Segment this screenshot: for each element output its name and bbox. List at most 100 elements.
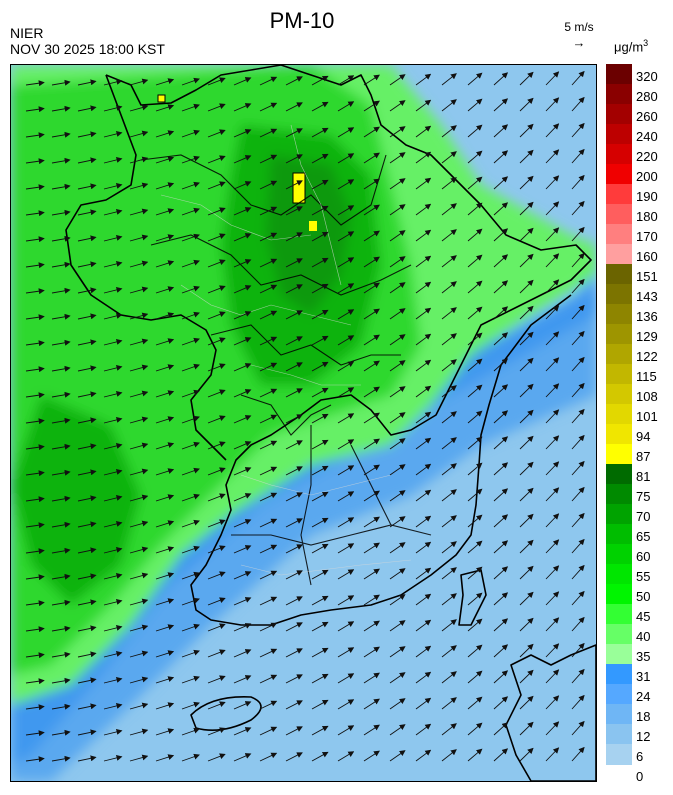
wind-arrow-icon xyxy=(25,184,45,191)
wind-arrow-icon xyxy=(77,313,97,320)
wind-arrow-icon xyxy=(259,518,278,528)
wind-arrow-icon xyxy=(51,157,71,164)
wind-arrow-icon xyxy=(467,384,483,398)
wind-arrow-icon xyxy=(519,331,534,346)
wind-arrow-icon xyxy=(545,747,560,762)
wind-arrow-icon xyxy=(103,754,123,762)
wind-arrow-icon xyxy=(77,183,97,190)
wind-arrow-icon xyxy=(285,726,303,736)
wind-arrow-icon xyxy=(77,261,97,268)
wind-arrow-icon xyxy=(155,598,175,606)
wind-arrow-icon xyxy=(363,204,380,216)
wind-arrow-icon xyxy=(77,677,97,684)
wind-arrow-icon xyxy=(519,201,534,216)
legend-label: 40 xyxy=(636,629,651,644)
wind-arrow-icon xyxy=(285,102,303,112)
wind-arrow-icon xyxy=(389,308,406,320)
wind-arrow-icon xyxy=(311,205,329,216)
wind-arrow-icon xyxy=(493,462,509,476)
wind-arrow-icon xyxy=(337,543,355,554)
wind-arrow-icon xyxy=(363,386,380,398)
legend-label: 24 xyxy=(636,689,651,704)
wind-arrow-icon xyxy=(77,651,97,658)
wind-arrow-icon xyxy=(129,650,149,658)
wind-arrow-icon xyxy=(441,151,457,164)
wind-arrow-icon xyxy=(155,182,175,190)
wind-arrow-icon xyxy=(519,721,534,736)
wind-arrow-icon xyxy=(337,153,355,164)
wind-arrow-icon xyxy=(545,617,560,632)
wind-arrow-icon xyxy=(207,233,226,242)
legend-swatch xyxy=(606,264,632,285)
wind-arrow-icon xyxy=(415,99,432,112)
wind-arrow-icon xyxy=(545,227,560,242)
timestamp: NOV 30 2025 18:00 KST xyxy=(10,41,165,57)
wind-arrow-icon xyxy=(441,99,457,112)
wind-arrow-icon xyxy=(285,622,303,632)
wind-arrow-icon xyxy=(129,260,149,268)
wind-arrow-icon xyxy=(259,128,278,138)
wind-arrow-icon xyxy=(181,597,200,606)
wind-arrow-icon xyxy=(337,725,355,736)
wind-arrow-icon xyxy=(77,495,97,502)
wind-arrow-icon xyxy=(207,545,226,554)
wind-arrow-icon xyxy=(571,590,585,606)
wind-arrow-icon xyxy=(77,235,97,242)
wind-arrow-icon xyxy=(545,435,560,450)
wind-arrow-icon xyxy=(519,253,534,268)
wind-arrow-icon xyxy=(181,337,200,346)
wind-arrow-icon xyxy=(311,231,329,242)
wind-arrow-icon xyxy=(311,439,329,450)
wind-arrow-icon xyxy=(519,643,534,658)
wind-arrow-icon xyxy=(441,593,457,606)
wind-arrow-icon xyxy=(545,71,560,86)
wind-arrow-icon xyxy=(311,335,329,346)
wind-arrow-icon xyxy=(25,444,45,451)
wind-arrow-icon xyxy=(51,365,71,372)
wind-arrow-icon xyxy=(467,228,483,242)
legend-label: 143 xyxy=(636,289,658,304)
wind-arrow-icon xyxy=(207,259,226,268)
wind-arrow-icon xyxy=(415,125,432,138)
wind-arrow-icon xyxy=(571,512,585,528)
sea-near-band xyxy=(11,285,596,765)
wind-arrow-icon xyxy=(441,671,457,684)
legend-swatch xyxy=(606,724,632,745)
wind-arrow-icon xyxy=(103,208,123,216)
wind-arrow-icon xyxy=(337,179,355,190)
wind-arrow-icon xyxy=(77,417,97,424)
wind-arrow-icon xyxy=(77,287,97,294)
wind-arrow-icon xyxy=(493,540,509,554)
wind-arrow-icon xyxy=(389,282,406,294)
wind-arrow-icon xyxy=(51,521,71,528)
wind-arrow-icon xyxy=(571,252,585,268)
wind-arrow-icon xyxy=(571,96,585,112)
pm10-map[interactable] xyxy=(10,64,597,782)
wind-scale-label: 5 m/s xyxy=(564,20,594,34)
wind-arrow-icon xyxy=(51,703,71,710)
wind-arrow-icon xyxy=(181,77,200,86)
wind-arrow-icon xyxy=(51,651,71,658)
wind-arrow-icon xyxy=(51,495,71,502)
legend-label: 65 xyxy=(636,529,651,544)
wind-arrow-icon xyxy=(51,469,71,476)
wind-arrow-icon xyxy=(155,572,175,580)
wind-arrow-icon xyxy=(311,179,329,190)
legend-label: 81 xyxy=(636,469,651,484)
wind-arrow-icon xyxy=(571,434,585,450)
wind-arrow-icon xyxy=(103,676,123,684)
wind-arrow-icon xyxy=(25,730,45,737)
wind-arrow-icon xyxy=(389,464,406,476)
wind-arrow-icon xyxy=(181,649,200,658)
wind-arrow-icon xyxy=(25,158,45,165)
wind-arrow-icon xyxy=(285,570,303,580)
wind-arrow-icon xyxy=(207,649,226,658)
wind-arrow-icon xyxy=(571,330,585,346)
unit-exponent: 3 xyxy=(643,38,649,48)
legend-label: 12 xyxy=(636,729,651,744)
legend-swatch xyxy=(606,704,632,725)
wind-arrow-icon xyxy=(467,280,483,294)
wind-arrow-icon xyxy=(467,462,483,476)
wind-arrow-icon xyxy=(181,129,200,138)
wind-arrow-icon xyxy=(51,105,71,112)
